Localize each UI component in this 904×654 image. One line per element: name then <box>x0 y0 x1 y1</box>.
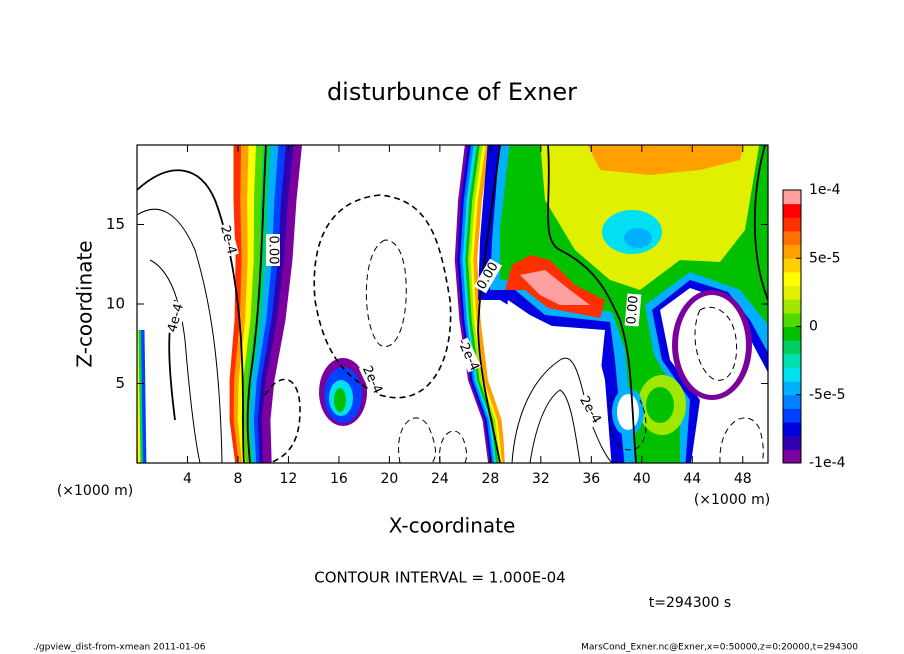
color-band <box>138 329 144 463</box>
x-tick-label: 16 <box>330 471 348 487</box>
y-tick-label: 5 <box>115 374 125 392</box>
color-region <box>334 388 346 412</box>
color-region <box>520 270 590 305</box>
colorbar-cell <box>783 340 801 355</box>
x-tick-label: 36 <box>582 471 600 487</box>
contour-negative <box>439 430 468 463</box>
color-band <box>467 145 503 463</box>
contour-label: 0.00 <box>266 236 281 265</box>
contour-negative <box>719 417 764 463</box>
colorbar-tick-label: 1e-4 <box>809 182 841 198</box>
colorbar-cell <box>783 271 801 287</box>
contour-positive <box>149 259 201 463</box>
color-region <box>587 145 744 175</box>
contour-negative <box>608 394 647 451</box>
time-label: t=294300 s <box>649 595 731 611</box>
contour-positive <box>246 145 267 463</box>
contour-positive <box>547 145 637 463</box>
contour-negative <box>365 239 407 347</box>
contour-positive <box>753 145 768 301</box>
footer-right: MarsCond_Exner.nc@Exner,x=0:50000,z=0:20… <box>581 643 858 653</box>
x-tick-label: 32 <box>532 471 550 487</box>
contour-positive <box>477 145 501 463</box>
contour-positive <box>137 169 245 463</box>
contour-label: 0.00 <box>624 295 641 325</box>
colorbar-cell <box>783 326 801 341</box>
annotation: CONTOUR INTERVAL = 1.000E-04 <box>314 569 565 587</box>
colorbar-cell <box>783 367 801 382</box>
colorbar-tick-label: -1e-4 <box>809 455 846 471</box>
color-band <box>261 145 303 463</box>
contour-positive <box>137 208 223 463</box>
x-unit: (×1000 m) <box>694 492 770 508</box>
x-tick-label: 20 <box>380 471 398 487</box>
contour-negative <box>264 378 301 463</box>
y-unit: (×1000 m) <box>57 483 133 499</box>
colorbar-cell <box>783 217 801 232</box>
color-region <box>678 295 746 395</box>
x-tick-label: 8 <box>233 471 242 487</box>
x-tick-label: 48 <box>734 471 752 487</box>
colorbar-cell <box>783 285 801 300</box>
contour-label-bg <box>266 234 280 266</box>
colorbar-cell <box>783 353 801 368</box>
colorbar-tick-label: 5e-5 <box>809 250 840 266</box>
colorbar-cell <box>783 394 801 409</box>
contour-label-bg <box>624 293 642 327</box>
x-tick-label: 12 <box>280 471 298 487</box>
contour-label: 2e-4 <box>217 224 239 256</box>
color-band <box>460 145 497 463</box>
x-tick-label: 40 <box>633 471 651 487</box>
colorbar-cell <box>783 299 801 314</box>
x-tick-label: 28 <box>481 471 499 487</box>
x-tick-label: 24 <box>431 471 449 487</box>
contour-positive <box>529 389 581 463</box>
colorbar-cell <box>783 230 801 246</box>
colorbar-tick-label: 0 <box>809 319 818 335</box>
colorbar-cell <box>783 381 801 396</box>
contour-label-bg <box>473 258 503 294</box>
color-region <box>624 228 652 248</box>
chart-title: disturbunce of Exner <box>327 78 577 106</box>
color-band <box>457 145 495 463</box>
colorbar-tick-label: -5e-5 <box>809 387 846 403</box>
contour-label-bg <box>575 392 605 428</box>
contour-negative <box>398 417 436 463</box>
colorbar-cell <box>783 449 801 464</box>
y-axis-label: Z-coordinate <box>73 240 97 367</box>
color-band <box>465 145 501 463</box>
color-band <box>141 329 147 463</box>
color-region <box>646 387 674 423</box>
contour-label-bg <box>165 300 187 336</box>
colorbar-cell <box>783 258 801 273</box>
colorbar-cell <box>783 408 801 423</box>
x-tick-label: 44 <box>683 471 701 487</box>
color-region <box>617 394 639 430</box>
color-band <box>470 145 505 463</box>
colorbar-cell <box>783 190 801 205</box>
x-axis-label: X-coordinate <box>389 514 516 538</box>
colorbar-cell <box>783 435 801 450</box>
contour-label-bg <box>217 222 239 258</box>
x-tick-label: 4 <box>183 471 192 487</box>
contour-label-bg <box>454 337 482 373</box>
blank-region <box>500 300 612 463</box>
contour-negative <box>313 194 452 399</box>
colorbar-cell <box>783 203 801 218</box>
y-tick-label: 10 <box>106 295 125 313</box>
colorbar-cell <box>783 244 801 259</box>
contour-negative <box>694 306 738 381</box>
contour-positive <box>511 357 613 463</box>
colorbar-cell <box>783 312 801 327</box>
color-band <box>137 329 142 463</box>
color-band <box>454 145 493 463</box>
footer-left: ./gpview_dist-from-xmean 2011-01-06 <box>33 643 206 653</box>
colorbar-cell <box>783 422 801 437</box>
contour-label-bg <box>358 362 386 398</box>
contour-label: 4e-4 <box>165 302 187 334</box>
y-tick-label: 15 <box>106 215 125 233</box>
